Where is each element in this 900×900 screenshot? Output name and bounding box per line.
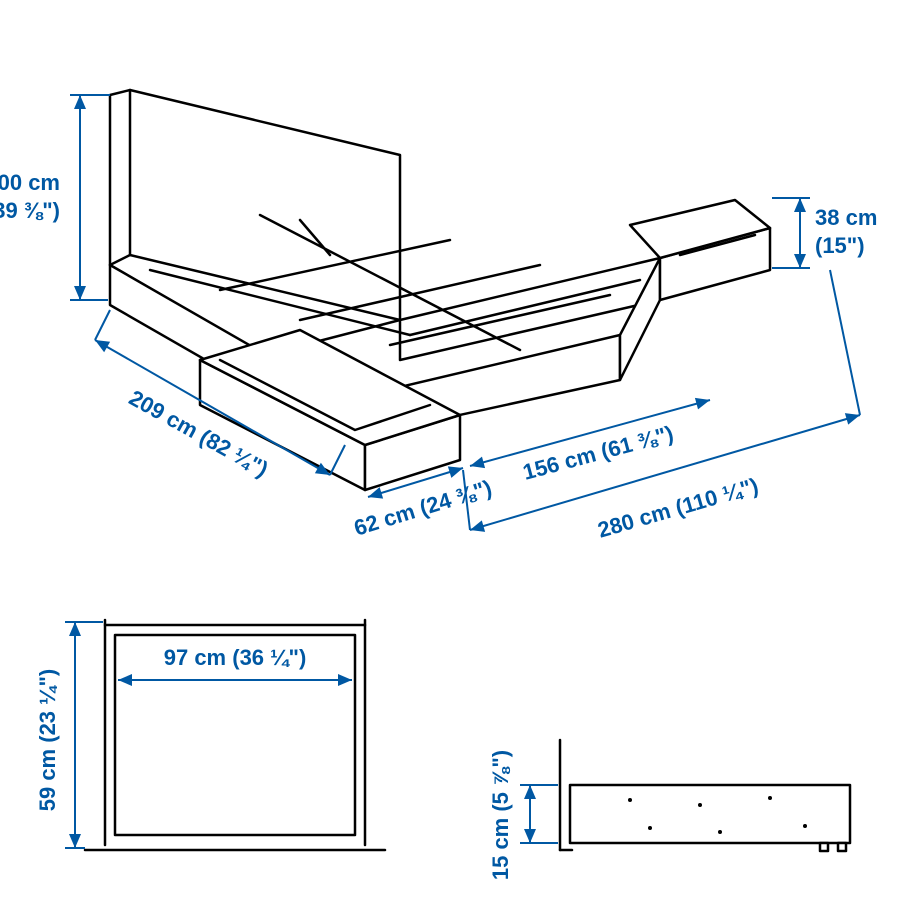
dim-dd-cm: 62 cm xyxy=(351,498,418,540)
dim-bh-cm: 15 cm xyxy=(488,818,513,880)
svg-text:97 cm (36 ¼"): 97 cm (36 ¼") xyxy=(164,645,307,670)
dim-hb-cm: 100 cm xyxy=(0,170,60,195)
svg-text:59 cm (23 ¼"): 59 cm (23 ¼") xyxy=(35,669,60,812)
dim-drawer-extended-d: 59 cm (23 ¼") xyxy=(35,622,103,848)
dim-fb-cm: 38 cm xyxy=(815,205,877,230)
dim-fw-in: (110 ¼") xyxy=(672,473,761,520)
dim-iw-in: (36 ¼") xyxy=(232,645,306,670)
dim-bh-in: (5 ⅞") xyxy=(488,750,513,812)
dim-footboard-height: 38 cm (15") xyxy=(772,198,877,268)
dim-len-cm: 209 cm xyxy=(125,385,202,443)
dim-iw-cm: 97 cm xyxy=(164,645,226,670)
svg-text:280 cm (110 ¼"): 280 cm (110 ¼") xyxy=(595,473,761,543)
dim-ed-in: (23 ¼") xyxy=(35,669,60,743)
dim-fw-cm: 280 cm xyxy=(595,498,674,543)
svg-text:(15"): (15") xyxy=(815,233,865,258)
svg-text:15 cm (5 ⅞"): 15 cm (5 ⅞") xyxy=(488,750,513,880)
dim-headboard-height: 100 cm (39 ⅜") xyxy=(0,95,110,300)
svg-text:38 cm: 38 cm xyxy=(815,205,877,230)
dim-fb-in: (15") xyxy=(815,233,865,258)
dim-w-cm: 156 cm xyxy=(520,441,599,484)
svg-text:100 cm: 100 cm xyxy=(0,170,60,195)
dim-dd-in: (24 ⅜") xyxy=(417,475,495,521)
svg-text:(39 ⅜"): (39 ⅜") xyxy=(0,198,60,223)
dim-width: 156 cm (61 ⅜") xyxy=(468,394,711,485)
dim-ed-cm: 59 cm xyxy=(35,749,60,811)
dim-hb-in: (39 ⅜") xyxy=(0,198,60,223)
drawer-side-view xyxy=(560,740,850,851)
dimension-diagram: 100 cm (39 ⅜") 38 cm (15") 209 cm (82 ¼"… xyxy=(0,0,900,900)
dim-drawer-box-h: 15 cm (5 ⅞") xyxy=(488,750,558,880)
